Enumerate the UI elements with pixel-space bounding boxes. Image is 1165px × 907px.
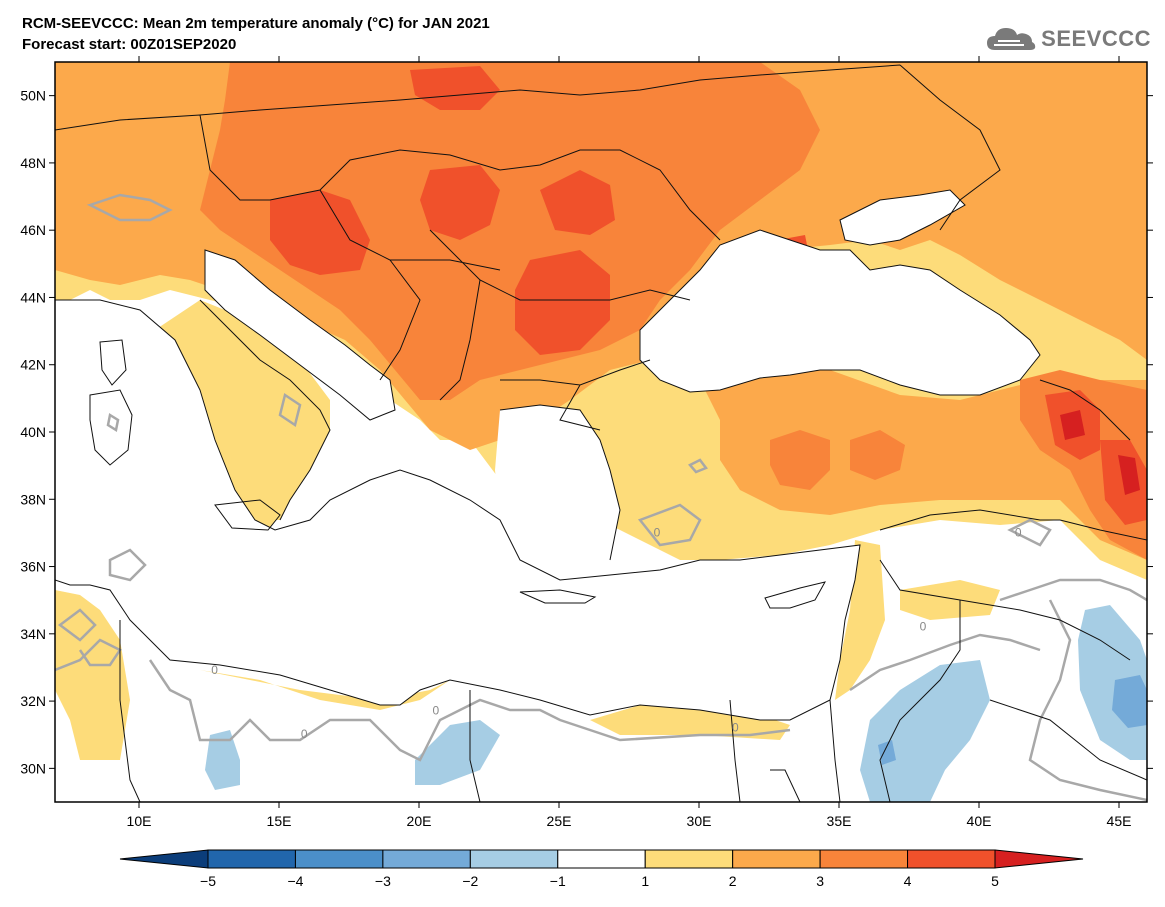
colorbar-segment <box>732 849 821 869</box>
logo-text: SEEVCCC <box>1041 26 1151 51</box>
contour-label: 0 <box>654 525 661 539</box>
italy-coast <box>199 299 331 521</box>
lon-tick-label: 30E <box>687 813 712 829</box>
colorbar-label: 3 <box>816 873 824 889</box>
black-sea <box>640 230 1040 395</box>
lat-tick-label: 42N <box>20 357 46 373</box>
contour-labels: 0 0 0 0 0 0 0 <box>211 525 1022 741</box>
colorbar-segment <box>469 849 559 869</box>
lon-tick-label: 35E <box>827 813 852 829</box>
lon-tick-label: 45E <box>1107 813 1132 829</box>
aegean-coast <box>499 404 621 561</box>
lat-tick-label: 38N <box>20 491 46 507</box>
anomaly-region-5-caucasus <box>1060 410 1085 440</box>
lat-tick-label: 34N <box>20 626 46 642</box>
anomaly-region-4-carpathians <box>420 165 500 240</box>
anomaly-region-1-levant <box>835 540 885 700</box>
map-title: RCM-SEEVCCC: Mean 2m temperature anomaly… <box>22 15 490 32</box>
lat-tick-label: 48N <box>20 155 46 171</box>
colorbar-segment <box>557 849 646 869</box>
lon-tick-label: 20E <box>407 813 432 829</box>
anomaly-region-4-moldova <box>540 170 615 235</box>
lon-tick-label: 10E <box>127 813 152 829</box>
contour-label: 0 <box>732 720 739 734</box>
anomaly-fill-layer <box>55 62 1147 802</box>
colorbar-label: −1 <box>550 873 566 889</box>
lat-tick-label: 44N <box>20 289 46 305</box>
anomaly-region-4-hungary <box>270 190 370 275</box>
colorbar-label: −2 <box>462 873 478 889</box>
contour-label: 0 <box>432 704 439 718</box>
anomaly-region-5-armenia <box>1118 455 1140 495</box>
colorbar-segment <box>644 849 734 869</box>
lon-tick-label: 15E <box>267 813 292 829</box>
red-sea <box>770 770 800 802</box>
contour-label: 0 <box>920 619 927 633</box>
adriatic-coast <box>204 249 396 421</box>
colorbar-label: −4 <box>287 873 303 889</box>
seevccc-logo: SEEVCCC <box>985 22 1151 56</box>
adriatic-sea <box>205 250 395 420</box>
longitude-axis: 10E 15E 20E 25E 30E 35E 40E 45E <box>127 56 1132 829</box>
crete-coast <box>519 589 597 604</box>
colorbar-label: −5 <box>200 873 216 889</box>
colorbar: −5 −4 −3 −2 −1 1 2 3 4 5 <box>119 849 1084 889</box>
lon-tick-label: 25E <box>547 813 572 829</box>
zero-contours <box>55 193 1147 802</box>
lat-tick-label: 40N <box>20 424 46 440</box>
anomaly-region-neg1-arabia <box>860 660 990 802</box>
colorbar-label: −3 <box>375 873 391 889</box>
cyprus-coast <box>764 581 826 609</box>
lon-tick-label: 40E <box>967 813 992 829</box>
contour-label: 0 <box>301 727 308 741</box>
contour-label: 0 <box>1015 525 1022 539</box>
corsica-coast <box>99 339 127 386</box>
lat-tick-label: 50N <box>20 88 46 104</box>
colorbar-segment <box>382 849 471 869</box>
colorbar-label: 1 <box>641 873 649 889</box>
sicily-coast <box>214 499 281 531</box>
anomaly-region-3-central-turkey <box>770 430 830 490</box>
lat-tick-label: 32N <box>20 693 46 709</box>
coastlines-borders <box>55 64 1147 802</box>
colorbar-label: 4 <box>904 873 912 889</box>
anomaly-region-neg2-arabia <box>878 740 896 765</box>
anomaly-region-neg1-egypt <box>415 720 500 785</box>
anomaly-region-4-poland <box>410 66 500 110</box>
black-sea-coast <box>639 229 1041 396</box>
azov-coast <box>839 189 966 246</box>
forecast-start-label: Forecast start: 00Z01SEP2020 <box>22 36 237 53</box>
colorbar-segment <box>907 849 996 869</box>
anomaly-region-neg1-libya <box>205 730 240 790</box>
anomaly-region-3-central-turkey-2 <box>850 430 905 480</box>
sardinia-coast <box>89 389 133 466</box>
lat-tick-label: 30N <box>20 760 46 776</box>
colorbar-segment <box>294 849 384 869</box>
colorbar-max-arrow <box>994 849 1084 869</box>
anomaly-region-neg2-iraq <box>1112 675 1147 728</box>
aegean-sea <box>495 405 620 570</box>
lat-tick-label: 36N <box>20 559 46 575</box>
cloud-icon <box>987 28 1036 50</box>
mediterranean-sea <box>55 300 860 720</box>
colorbar-label: 2 <box>729 873 737 889</box>
tyrrhenian-sea <box>130 380 230 510</box>
colorbar-label: 5 <box>991 873 999 889</box>
azov-sea <box>840 190 965 245</box>
colorbar-segment <box>819 849 909 869</box>
borders-europe <box>55 64 1147 802</box>
latitude-axis: 50N 48N 46N 44N 42N 40N 38N 36N 34N 32N 30N <box>20 88 1153 776</box>
anomaly-region-1-syria <box>900 580 1000 620</box>
mediterranean-coast <box>55 299 861 721</box>
anomaly-region-3 <box>200 62 820 400</box>
anomaly-region-1-tunisia <box>55 590 130 760</box>
colorbar-min-arrow <box>119 849 209 869</box>
anomaly-region-4-romania <box>515 250 610 355</box>
colorbar-segment <box>207 849 296 869</box>
lat-tick-label: 46N <box>20 222 46 238</box>
red-sea-coast <box>770 769 801 802</box>
contour-label: 0 <box>211 663 218 677</box>
